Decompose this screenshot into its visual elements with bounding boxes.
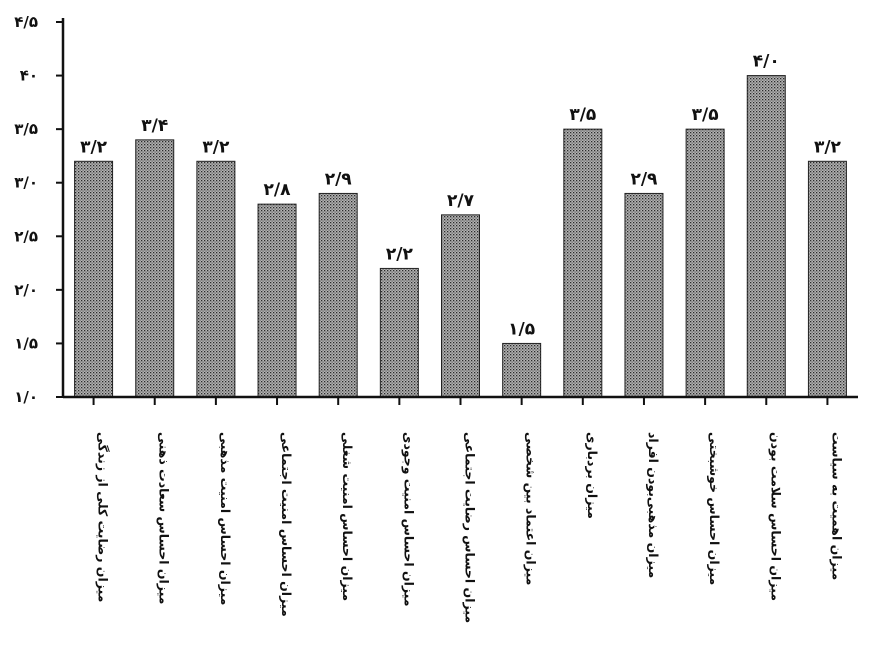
- data-label: ۱/۵: [508, 319, 535, 339]
- data-label: ۳/۲: [80, 137, 108, 157]
- category-label: میزان احساس امنیت مذهبی: [218, 432, 233, 605]
- bar: [624, 192, 664, 398]
- bar: [563, 128, 603, 398]
- data-label: ۳/۵: [569, 105, 596, 125]
- category-label: میزان مذهبی‌بودن افراد: [646, 432, 661, 578]
- bar: [441, 214, 480, 398]
- y-tick-label: ۳/۵: [14, 120, 38, 138]
- category-label: میزان احساس امنیت اجتماعی: [279, 432, 294, 617]
- category-label: میزان احساس امنیت شغلی: [340, 432, 355, 601]
- category-label: میزان احساس سلامت بودن: [768, 432, 783, 601]
- bar: [746, 75, 786, 398]
- bar: [379, 267, 419, 398]
- category-label: میزان احساس امنیت وجودی: [401, 432, 416, 607]
- bar: [74, 160, 114, 398]
- data-label: ۲/۷: [447, 191, 475, 211]
- category-label: میزان احساس سعادت ذهنی: [157, 432, 172, 604]
- bar: [196, 160, 236, 398]
- bar: [685, 128, 725, 398]
- bar: [502, 342, 542, 398]
- bar: [135, 139, 175, 398]
- y-tick-label: ۴/۵: [14, 13, 38, 31]
- data-label: ۳/۵: [692, 105, 719, 125]
- data-label: ۲/۲: [386, 244, 414, 264]
- y-tick-label: ۴۰: [20, 67, 38, 85]
- bar: [807, 160, 847, 398]
- data-label: ۲/۹: [325, 169, 353, 189]
- data-label: ۳/۴: [141, 116, 168, 136]
- category-label: میزان احساس خوشبختی: [707, 432, 722, 585]
- bar: [257, 203, 297, 398]
- data-label: ۳/۲: [202, 137, 230, 157]
- bar: [318, 192, 358, 398]
- bars: [74, 75, 847, 405]
- data-labels: ۳/۲ ۳/۴ ۳/۲ ۲/۸ ۲/۹ ۲/۲ ۲/۷ ۱/۵ ۳/۵ ۲/۹ ۳/۵ ۴/۰ ۳/۲: [80, 52, 841, 340]
- y-tick-label: ۱/۰: [14, 388, 38, 406]
- y-tick-label: ۲/۵: [14, 227, 38, 245]
- y-tick-label: ۱/۵: [14, 334, 38, 352]
- data-label: ۲/۸: [264, 180, 292, 200]
- y-tick-label: ۲/۰: [14, 281, 38, 299]
- category-label: میزان اعتماد بین شخصی: [524, 432, 539, 585]
- category-label: میزان احساس رضایت اجتماعی: [463, 432, 478, 623]
- category-label: میزان رضایت کلی از زندگی: [96, 432, 111, 602]
- category-label: میزان بردباری: [585, 432, 600, 519]
- data-label: ۲/۹: [630, 169, 658, 189]
- y-tick-label: ۳/۰: [14, 174, 38, 192]
- y-axis: ۱/۰ ۱/۵ ۲/۰ ۲/۵ ۳/۰ ۳/۵ ۴۰ ۴/۵: [14, 13, 63, 406]
- category-label: میزان اهمیت به سیاست: [829, 432, 844, 580]
- category-labels: میزان رضایت کلی از زندگی میزان احساس سعاد…: [96, 432, 845, 623]
- data-label: ۴/۰: [753, 52, 780, 72]
- data-label: ۳/۲: [814, 137, 842, 157]
